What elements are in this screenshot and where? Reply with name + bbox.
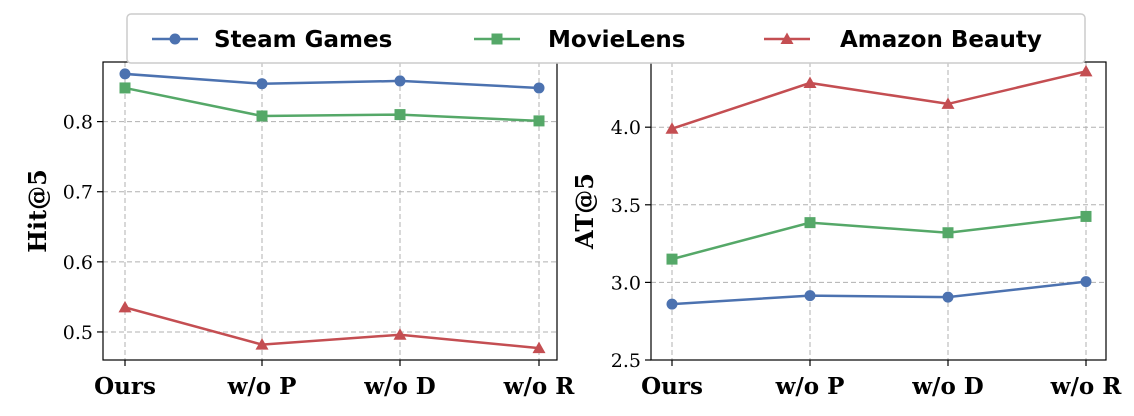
data-point-steam-games [256, 78, 268, 90]
plot-frame [102, 61, 558, 361]
plot-frame [650, 61, 1107, 361]
y-tick-label: 0.6 [63, 252, 93, 274]
data-point-amazon-beauty [803, 76, 817, 88]
data-point-amazon-beauty [665, 122, 679, 134]
x-tick-label: w/o D [363, 373, 436, 400]
series-steam-games [119, 68, 545, 94]
data-point-steam-games [666, 298, 678, 310]
data-point-amazon-beauty [532, 341, 546, 354]
series-line-steam-games [124, 72, 540, 90]
y-tick-label: 0.5 [63, 322, 93, 344]
data-point-movielens [804, 217, 816, 229]
x-tick-label: Ours [641, 373, 703, 400]
series-line-amazon-beauty [124, 306, 540, 350]
data-point-steam-games [1080, 276, 1092, 288]
data-point-movielens [394, 109, 406, 121]
series-line-steam-games [671, 280, 1087, 306]
legend-entry-amazon-beauty: Amazon Beauty [764, 27, 1042, 53]
legend-marker-movielens [491, 33, 503, 45]
legend-box [126, 13, 1086, 64]
legend-marker-amazon-beauty [780, 32, 794, 44]
legend-entry-steam-games: Steam Games [152, 27, 392, 53]
y-tick-label: 0.8 [63, 112, 93, 134]
data-point-movielens [119, 82, 131, 94]
data-point-movielens [666, 253, 678, 265]
legend-marker-shape-movielens [491, 33, 503, 45]
y-tick-label: 3.5 [611, 195, 641, 217]
legend-entry-movielens: MovieLens [474, 27, 685, 53]
data-point-steam-games [942, 291, 954, 303]
x-tick-label: w/o P [775, 373, 845, 400]
data-point-amazon-beauty [941, 97, 955, 109]
x-tick-label: w/o R [1050, 373, 1123, 400]
y-tick-label: 2.5 [611, 350, 641, 372]
series-movielens [666, 210, 1092, 265]
data-point-steam-games [394, 75, 406, 87]
data-point-movielens [942, 227, 954, 239]
series-line-movielens [124, 86, 540, 123]
y-tick-label: 3.0 [611, 272, 641, 294]
x-tick-label: w/o D [911, 373, 984, 400]
legend-marker-shape-steam-games [169, 33, 181, 45]
data-point-steam-games [533, 82, 545, 94]
data-point-amazon-beauty [118, 300, 132, 313]
data-point-steam-games [119, 68, 131, 80]
data-point-steam-games [804, 290, 816, 302]
y-axis-label: Hit@5 [23, 169, 52, 253]
data-point-amazon-beauty [1079, 64, 1093, 77]
y-axis-label: AT@5 [570, 173, 599, 250]
legend-label-movielens: MovieLens [548, 27, 685, 53]
legend-marker-steam-games [169, 33, 181, 45]
series-line-amazon-beauty [671, 70, 1087, 130]
legend-label-amazon-beauty: Amazon Beauty [840, 27, 1042, 53]
legend: Steam Games MovieLens Amazon Beauty [126, 13, 1086, 64]
data-point-movielens [256, 110, 268, 122]
y-tick-label: 0.7 [63, 182, 93, 204]
hit-at-5-panel: 0.5 0.6 0.7 0.8 Ours w/o P w/o D w/o R Hit@5 [23, 61, 576, 400]
series-line-movielens [671, 215, 1087, 261]
legend-label-steam-games: Steam Games [214, 27, 392, 53]
x-tick-label: w/o R [503, 373, 576, 400]
at-at-5-panel: 2.5 3.0 3.5 4.0 Ours w/o P w/o D w/o R AT@5 [570, 61, 1123, 400]
data-point-movielens [1080, 210, 1092, 222]
x-tick-label: Ours [94, 373, 156, 400]
x-tick-label: w/o P [227, 373, 297, 400]
y-tick-label: 4.0 [611, 117, 641, 139]
data-point-amazon-beauty [255, 338, 269, 350]
series-amazon-beauty [118, 300, 546, 354]
series-movielens [119, 82, 545, 127]
legend-marker-shape-amazon-beauty [780, 32, 794, 44]
series-amazon-beauty [665, 64, 1093, 134]
data-point-amazon-beauty [393, 328, 407, 340]
series-steam-games [666, 276, 1092, 310]
data-point-movielens [533, 115, 545, 127]
